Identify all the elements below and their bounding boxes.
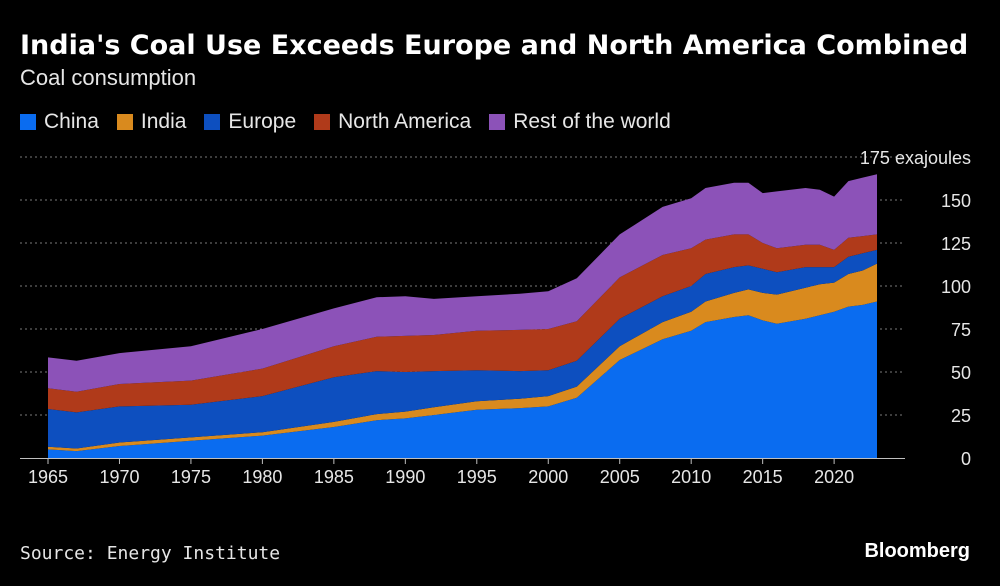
bloomberg-logo: Bloomberg xyxy=(864,540,970,562)
y-tick-label-125: 125 xyxy=(941,234,971,254)
y-tick-label-0: 0 xyxy=(961,449,971,469)
legend-label-europe: Europe xyxy=(228,110,297,133)
y-tick-label-150: 150 xyxy=(941,191,971,211)
chart-title: India's Coal Use Exceeds Europe and Nort… xyxy=(20,30,969,61)
legend-swatch-north-america xyxy=(314,114,331,130)
legend-item-north-america: North America xyxy=(314,110,471,134)
legend-item-china: China xyxy=(20,110,99,134)
legend-label-china: China xyxy=(44,110,99,133)
x-tick-label-2000: 2000 xyxy=(528,467,568,487)
stacked-areas xyxy=(48,174,877,458)
x-tick-label-2010: 2010 xyxy=(671,467,711,487)
area-rest-of-the-world xyxy=(48,174,877,392)
legend-swatch-india xyxy=(116,114,133,130)
source-note: Source: Energy Institute xyxy=(20,543,281,564)
x-tick-label-1965: 1965 xyxy=(28,467,68,487)
legend-item-rest-of-world: Rest of the world xyxy=(489,110,671,134)
legend-label-north-america: North America xyxy=(338,110,472,133)
x-tick-label-2015: 2015 xyxy=(743,467,783,487)
x-tick-label-1975: 1975 xyxy=(171,467,211,487)
x-tick-label-1980: 1980 xyxy=(242,467,282,487)
x-axis: 1965 1970 1975 1980 1985 1990 1995 2000 2005 2010… xyxy=(20,458,905,487)
legend-item-india: India xyxy=(116,110,187,134)
x-tick-label-1990: 1990 xyxy=(385,467,425,487)
legend-label-india: India xyxy=(140,110,187,133)
legend-swatch-china xyxy=(20,114,36,130)
y-axis-ticks: 0 25 50 75 100 125 150 175 exajoules xyxy=(860,148,971,469)
area-europe xyxy=(48,249,877,449)
area-north-america xyxy=(48,234,877,413)
y-tick-label-25: 25 xyxy=(951,406,971,426)
legend-item-europe: Europe xyxy=(204,110,296,134)
x-tick-label-2005: 2005 xyxy=(600,467,640,487)
x-tick-label-1970: 1970 xyxy=(99,467,139,487)
legend-label-rest-of-world: Rest of the world xyxy=(513,110,671,133)
legend: China India Europe North America Rest of… xyxy=(20,110,689,134)
y-tick-label-75: 75 xyxy=(951,320,971,340)
x-tick-label-1995: 1995 xyxy=(457,467,497,487)
y-tick-label-175: 175 exajoules xyxy=(860,148,971,168)
y-tick-label-100: 100 xyxy=(941,277,971,297)
y-tick-label-50: 50 xyxy=(951,363,971,383)
legend-swatch-europe xyxy=(204,114,221,130)
area-china xyxy=(48,301,877,458)
legend-swatch-rest-of-world xyxy=(489,114,506,130)
chart-subtitle: Coal consumption xyxy=(20,65,197,90)
x-tick-label-1985: 1985 xyxy=(314,467,354,487)
x-tick-label-2020: 2020 xyxy=(814,467,854,487)
